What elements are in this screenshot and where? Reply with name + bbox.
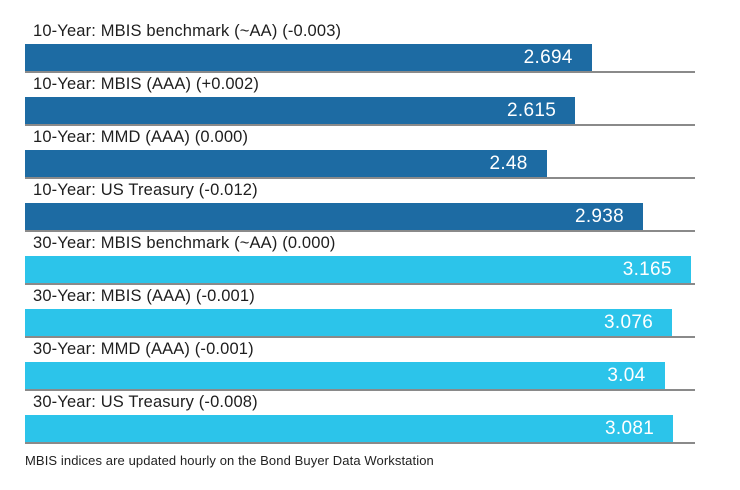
bar: 2.938 <box>25 203 643 230</box>
bar-track: 3.081 <box>25 415 695 444</box>
chart-row: 10-Year: MBIS (AAA) (+0.002) 2.615 <box>25 76 695 126</box>
bar-track: 2.938 <box>25 203 695 232</box>
chart-row: 10-Year: MMD (AAA) (0.000) 2.48 <box>25 129 695 179</box>
chart-row: 30-Year: MBIS benchmark (~AA) (0.000) 3.1… <box>25 235 695 285</box>
bar: 2.694 <box>25 44 592 71</box>
bar-label: 10-Year: MBIS benchmark (~AA) (-0.003) <box>33 22 342 40</box>
bar-track: 2.48 <box>25 150 695 179</box>
bar: 2.48 <box>25 150 547 177</box>
bar: 3.165 <box>25 256 691 283</box>
bar-label: 10-Year: US Treasury (-0.012) <box>33 181 258 199</box>
bar-label: 10-Year: MMD (AAA) (0.000) <box>33 128 249 146</box>
bar-value-label: 3.04 <box>607 364 646 386</box>
yield-bar-chart: 10-Year: MBIS benchmark (~AA) (-0.003) 2.… <box>25 23 695 444</box>
bar-track: 3.04 <box>25 362 695 391</box>
bar-value-label: 3.081 <box>605 417 655 439</box>
chart-row: 30-Year: MBIS (AAA) (-0.001) 3.076 <box>25 288 695 338</box>
bar-track: 3.165 <box>25 256 695 285</box>
bar: 2.615 <box>25 97 576 124</box>
bar-track: 2.694 <box>25 44 695 73</box>
bar-track: 2.615 <box>25 97 695 126</box>
bar-label: 30-Year: MMD (AAA) (-0.001) <box>33 340 254 358</box>
chart-row: 30-Year: MMD (AAA) (-0.001) 3.04 <box>25 341 695 391</box>
bar-value-label: 3.165 <box>622 258 672 280</box>
bar-track: 3.076 <box>25 309 695 338</box>
bar-value-label: 2.48 <box>489 152 528 174</box>
bar-value-label: 2.615 <box>507 99 557 121</box>
chart-row: 10-Year: US Treasury (-0.012) 2.938 <box>25 182 695 232</box>
bar-label: 30-Year: US Treasury (-0.008) <box>33 393 258 411</box>
chart-row: 10-Year: MBIS benchmark (~AA) (-0.003) 2.… <box>25 23 695 73</box>
chart-row: 30-Year: US Treasury (-0.008) 3.081 <box>25 394 695 444</box>
bar-value-label: 2.694 <box>523 46 573 68</box>
bar-value-label: 2.938 <box>574 205 624 227</box>
bar-value-label: 3.076 <box>604 311 654 333</box>
bar-label: 30-Year: MBIS benchmark (~AA) (0.000) <box>33 234 336 252</box>
bar-label: 10-Year: MBIS (AAA) (+0.002) <box>33 75 259 93</box>
bar: 3.04 <box>25 362 665 389</box>
chart-footnote: MBIS indices are updated hourly on the B… <box>25 453 434 468</box>
bar: 3.076 <box>25 309 673 336</box>
bar-label: 30-Year: MBIS (AAA) (-0.001) <box>33 287 255 305</box>
bar: 3.081 <box>25 415 674 442</box>
